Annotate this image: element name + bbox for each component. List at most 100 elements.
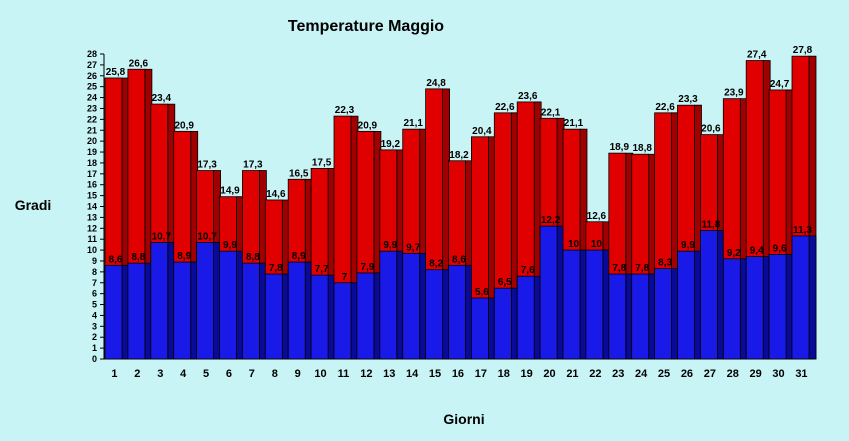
min-temp-bar-face: [516, 275, 535, 360]
max-temp-label: 18,9: [610, 142, 630, 153]
max-temp-label: 26,6: [129, 58, 149, 69]
y-axis-title: Gradi: [15, 197, 52, 213]
min-temp-bar-face: [654, 268, 672, 360]
x-tick-label: 16: [452, 368, 464, 380]
x-tick-label: 2: [134, 368, 140, 380]
min-temp-bar-face: [264, 273, 283, 360]
max-temp-label: 18,2: [449, 150, 469, 161]
x-tick-label: 23: [612, 368, 624, 380]
x-tick-label: 21: [566, 368, 578, 380]
min-temp-label: 11,8: [701, 219, 720, 230]
max-temp-label: 18,8: [632, 143, 652, 154]
max-temp-label: 17,5: [312, 157, 332, 168]
min-temp-label: 7,8: [635, 263, 649, 274]
max-temp-label: 21,1: [564, 118, 584, 129]
y-tick-label: 1: [92, 343, 97, 353]
max-temp-label: 19,2: [381, 139, 401, 150]
min-temp-bar-face: [608, 273, 627, 360]
min-temp-bar: [722, 258, 748, 360]
max-temp-label: 14,6: [266, 189, 286, 200]
y-tick-label: 17: [87, 169, 97, 179]
min-temp-bar-face: [768, 254, 787, 360]
min-temp-bar: [150, 242, 176, 360]
min-temp-bar: [654, 268, 679, 360]
min-temp-bar: [768, 254, 794, 360]
min-temp-label: 9,2: [727, 248, 741, 259]
y-tick-label: 12: [87, 223, 97, 233]
min-temp-bar-face: [241, 262, 260, 360]
x-tick-label: 28: [727, 368, 739, 380]
y-tick-label: 9: [92, 256, 97, 266]
min-temp-bar: [425, 269, 451, 360]
max-temp-label: 21,1: [403, 118, 423, 129]
min-temp-label: 8,8: [131, 252, 145, 263]
y-tick-label: 18: [87, 158, 97, 168]
y-tick-label: 13: [87, 212, 97, 222]
max-temp-label: 24,8: [426, 78, 446, 89]
max-temp-label: 22,6: [655, 102, 675, 113]
min-temp-bar: [608, 273, 634, 360]
min-temp-label: 7,8: [612, 263, 626, 274]
data-labels: 25,8 8,6 26,6 8,8 23,4 10,7 20,9 8,9 17,3 10,7 14,…: [106, 45, 813, 298]
min-temp-label: 10: [591, 239, 603, 250]
min-temp-bar: [196, 242, 222, 360]
min-temp-label: 12,2: [541, 215, 561, 226]
min-temp-bar: [700, 230, 725, 360]
max-temp-label: 22,1: [541, 107, 561, 118]
x-axis-title: Giorni: [443, 411, 484, 427]
y-tick-label: 27: [87, 60, 97, 70]
max-temp-label: 17,3: [243, 160, 263, 171]
min-temp-bar-side: [808, 235, 817, 360]
y-tick-label: 11: [87, 234, 97, 244]
min-temp-bar-face: [493, 287, 512, 360]
x-tick-label: 11: [338, 368, 350, 380]
max-temp-label: 20,4: [472, 126, 492, 137]
bars: [104, 55, 817, 360]
x-tick-label: 31: [795, 368, 807, 380]
y-tick-label: 6: [92, 289, 97, 299]
y-tick-label: 21: [87, 125, 97, 135]
min-temp-bar: [791, 235, 817, 360]
y-tick-label: 3: [92, 321, 97, 331]
x-tick-label: 10: [314, 368, 326, 380]
min-temp-label: 8,9: [177, 251, 191, 262]
y-tick-label: 15: [87, 191, 97, 201]
y-tick-label: 8: [92, 267, 97, 277]
min-temp-bar-face: [127, 262, 146, 360]
max-temp-label: 25,8: [106, 67, 126, 78]
min-temp-label: 7,8: [269, 263, 283, 274]
min-temp-bar: [356, 272, 382, 360]
x-tick-label: 25: [658, 368, 670, 380]
min-temp-bar: [104, 264, 130, 360]
min-temp-bar: [631, 273, 657, 360]
min-temp-bar: [310, 274, 336, 360]
max-temp-label: 14,9: [220, 186, 240, 197]
min-temp-label: 6,5: [498, 277, 512, 288]
x-tick-label: 3: [157, 368, 163, 380]
x-tick-label: 29: [750, 368, 762, 380]
min-temp-bar: [333, 282, 359, 360]
min-temp-bar-face: [562, 249, 581, 360]
x-tick-label: 7: [249, 368, 255, 380]
min-temp-bar: [287, 261, 313, 360]
min-temp-bar-face: [173, 261, 192, 360]
max-temp-label: 23,6: [518, 91, 538, 102]
x-tick-label: 1: [111, 368, 117, 380]
min-temp-bar-face: [791, 235, 810, 360]
min-temp-label: 7,7: [315, 264, 329, 275]
min-temp-label: 9,9: [681, 240, 695, 251]
min-temp-bar-face: [356, 272, 375, 360]
min-temp-bar-face: [287, 261, 306, 360]
max-temp-label: 23,3: [678, 94, 698, 105]
min-temp-label: 8,3: [658, 258, 672, 269]
x-tick-label: 6: [226, 368, 232, 380]
y-tick-label: 24: [87, 93, 97, 103]
y-tick-label: 14: [87, 202, 97, 212]
min-temp-label: 9,4: [750, 246, 764, 257]
max-temp-label: 20,6: [701, 124, 721, 135]
min-temp-bar: [264, 273, 290, 360]
x-tick-label: 30: [772, 368, 784, 380]
y-tick-label: 23: [87, 103, 97, 113]
min-temp-bar-face: [700, 230, 718, 360]
